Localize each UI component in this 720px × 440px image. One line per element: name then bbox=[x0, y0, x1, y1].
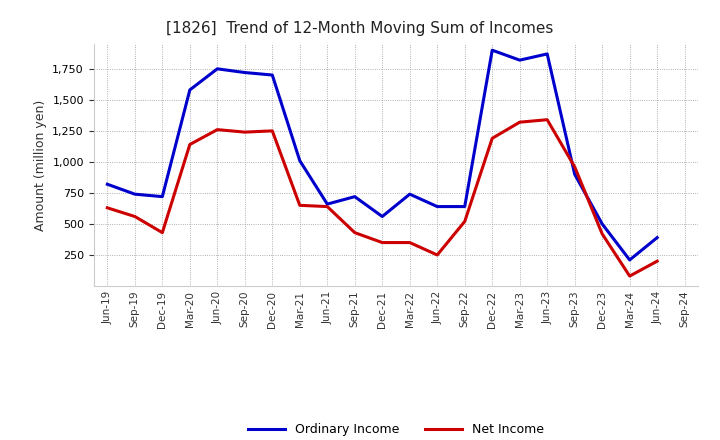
Net Income bbox=[351, 230, 359, 235]
Ordinary Income bbox=[570, 172, 579, 177]
Ordinary Income bbox=[460, 204, 469, 209]
Ordinary Income bbox=[516, 58, 524, 63]
Net Income bbox=[130, 214, 139, 219]
Net Income bbox=[295, 203, 304, 208]
Net Income bbox=[543, 117, 552, 122]
Ordinary Income bbox=[351, 194, 359, 199]
Net Income bbox=[570, 164, 579, 169]
Ordinary Income bbox=[240, 70, 249, 75]
Net Income bbox=[653, 259, 662, 264]
Ordinary Income bbox=[378, 214, 387, 219]
Net Income bbox=[598, 231, 606, 237]
Ordinary Income bbox=[543, 51, 552, 57]
Ordinary Income bbox=[488, 48, 497, 53]
Ordinary Income bbox=[158, 194, 166, 199]
Y-axis label: Amount (million yen): Amount (million yen) bbox=[34, 99, 47, 231]
Line: Ordinary Income: Ordinary Income bbox=[107, 50, 657, 260]
Net Income bbox=[405, 240, 414, 245]
Ordinary Income bbox=[626, 257, 634, 263]
Net Income bbox=[186, 142, 194, 147]
Legend: Ordinary Income, Net Income: Ordinary Income, Net Income bbox=[243, 418, 549, 440]
Net Income bbox=[626, 273, 634, 279]
Net Income bbox=[516, 120, 524, 125]
Ordinary Income bbox=[213, 66, 222, 71]
Line: Net Income: Net Income bbox=[107, 120, 657, 276]
Net Income bbox=[158, 230, 166, 235]
Ordinary Income bbox=[405, 191, 414, 197]
Net Income bbox=[433, 252, 441, 257]
Net Income bbox=[103, 205, 112, 210]
Ordinary Income bbox=[130, 191, 139, 197]
Net Income bbox=[488, 136, 497, 141]
Net Income bbox=[240, 129, 249, 135]
Ordinary Income bbox=[103, 182, 112, 187]
Net Income bbox=[268, 128, 276, 133]
Ordinary Income bbox=[295, 158, 304, 163]
Net Income bbox=[323, 204, 332, 209]
Ordinary Income bbox=[433, 204, 441, 209]
Ordinary Income bbox=[186, 87, 194, 92]
Net Income bbox=[460, 219, 469, 224]
Ordinary Income bbox=[598, 221, 606, 227]
Ordinary Income bbox=[268, 73, 276, 78]
Net Income bbox=[378, 240, 387, 245]
Ordinary Income bbox=[323, 202, 332, 207]
Ordinary Income bbox=[653, 235, 662, 240]
Text: [1826]  Trend of 12-Month Moving Sum of Incomes: [1826] Trend of 12-Month Moving Sum of I… bbox=[166, 21, 554, 36]
Net Income bbox=[213, 127, 222, 132]
